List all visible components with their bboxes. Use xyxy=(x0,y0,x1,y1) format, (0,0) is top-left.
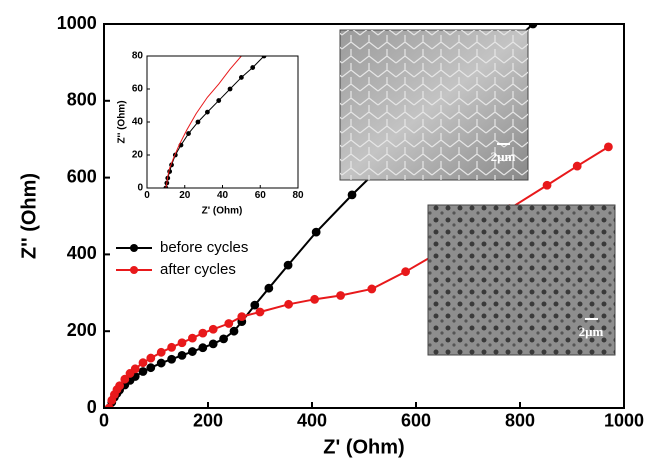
y-axis-title: Z'' (Ohm) xyxy=(117,100,128,143)
data-point xyxy=(238,75,244,80)
legend-marker xyxy=(130,266,138,274)
data-point xyxy=(336,291,346,300)
data-point xyxy=(146,363,156,373)
data-point xyxy=(224,319,234,328)
data-point xyxy=(195,119,201,125)
plot-area xyxy=(163,56,267,188)
data-point xyxy=(187,347,197,356)
plot-area xyxy=(104,24,613,408)
data-point xyxy=(219,334,229,344)
x-tick-label: 400 xyxy=(297,410,327,430)
data-point xyxy=(187,333,197,343)
data-point xyxy=(208,339,218,349)
data-point xyxy=(264,283,274,293)
data-point xyxy=(146,353,156,363)
scale-label: 2μm xyxy=(579,324,604,339)
data-point xyxy=(250,65,256,70)
data-point xyxy=(347,190,357,200)
data-point xyxy=(138,358,148,368)
data-point xyxy=(227,86,233,92)
y-tick-label: 0 xyxy=(137,183,143,194)
data-point xyxy=(120,374,130,384)
scale-label: 2μm xyxy=(491,149,516,164)
data-point xyxy=(138,367,148,376)
data-point xyxy=(115,381,124,391)
data-point xyxy=(198,343,208,353)
data-point xyxy=(156,358,166,368)
y-tick-label: 20 xyxy=(132,150,144,161)
y-tick-label: 600 xyxy=(67,166,97,186)
data-point xyxy=(204,109,210,115)
data-point xyxy=(177,338,187,348)
y-tick-label: 0 xyxy=(87,397,97,417)
x-axis-title: Z' (Ohm) xyxy=(202,206,243,217)
x-axis-title: Z' (Ohm) xyxy=(323,436,404,458)
data-point xyxy=(186,131,191,136)
data-point xyxy=(283,260,293,270)
x-tick-label: 800 xyxy=(505,410,535,430)
data-point xyxy=(177,350,187,360)
y-tick-label: 400 xyxy=(67,243,97,263)
y-tick-label: 200 xyxy=(67,320,97,340)
y-axis-title: Z'' (Ohm) xyxy=(18,173,40,259)
data-point xyxy=(156,347,166,357)
data-point xyxy=(604,142,613,152)
x-tick-label: 40 xyxy=(217,190,229,201)
sem-texture xyxy=(428,205,615,355)
data-point xyxy=(208,324,218,334)
legend-marker xyxy=(130,244,138,252)
x-tick-label: 600 xyxy=(401,410,431,430)
x-tick-label: 0 xyxy=(99,410,109,430)
x-tick-label: 20 xyxy=(179,190,191,201)
x-tick-label: 80 xyxy=(292,190,304,201)
legend-label: before cycles xyxy=(160,239,248,256)
x-tick-label: 200 xyxy=(193,410,223,430)
data-point xyxy=(237,312,247,322)
data-point xyxy=(311,227,321,237)
x-tick-label: 1000 xyxy=(604,410,644,430)
data-point xyxy=(367,284,377,294)
y-tick-label: 1000 xyxy=(57,13,97,33)
x-tick-label: 0 xyxy=(144,190,150,201)
data-point xyxy=(167,342,177,352)
data-point xyxy=(216,98,222,103)
data-point xyxy=(255,307,265,317)
data-point xyxy=(401,267,411,277)
x-tick-label: 60 xyxy=(255,190,267,201)
data-point xyxy=(130,364,140,374)
sem-texture xyxy=(340,30,528,180)
data-point xyxy=(284,299,294,309)
data-point xyxy=(572,161,582,171)
data-point xyxy=(250,300,260,310)
data-point xyxy=(167,354,177,364)
data-point xyxy=(310,294,320,304)
y-tick-label: 80 xyxy=(132,51,144,62)
y-tick-label: 60 xyxy=(132,84,144,95)
data-point xyxy=(229,326,239,336)
y-tick-label: 800 xyxy=(67,90,97,110)
axes-frame xyxy=(103,23,625,409)
series-line xyxy=(165,56,242,188)
y-tick-label: 40 xyxy=(132,117,144,128)
data-point xyxy=(198,328,208,338)
data-point xyxy=(542,180,552,190)
legend-label: after cycles xyxy=(160,261,236,278)
